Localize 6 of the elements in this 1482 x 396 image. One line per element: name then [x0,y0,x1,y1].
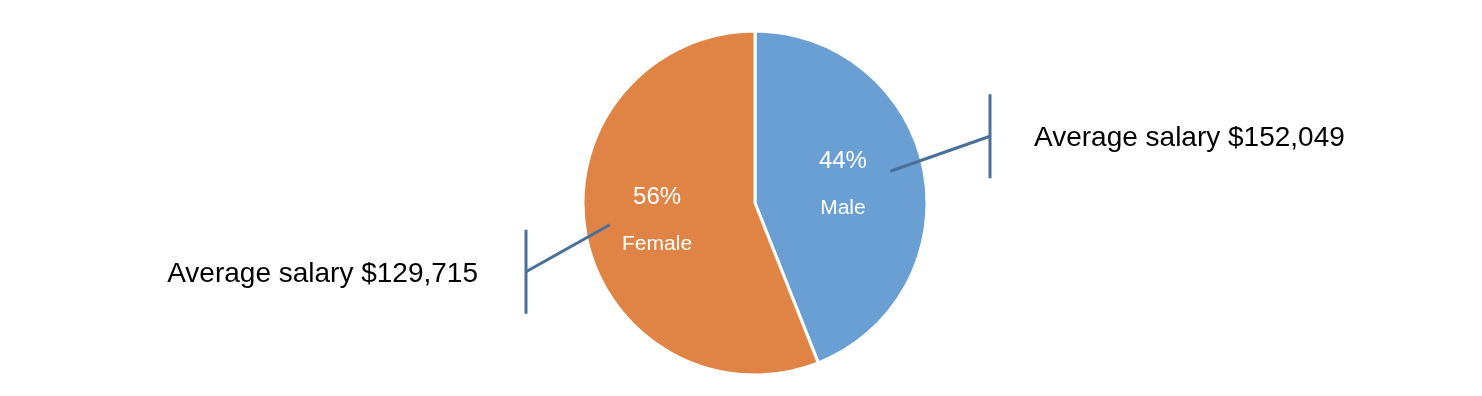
text: Average salary $129,715 [167,256,478,288]
slice-label: Female [622,230,693,254]
data-label: 56% [633,181,682,209]
slice-label: Male [820,195,866,219]
data-label: 44% [818,146,867,174]
text: Average salary $152,049 [1034,121,1345,153]
